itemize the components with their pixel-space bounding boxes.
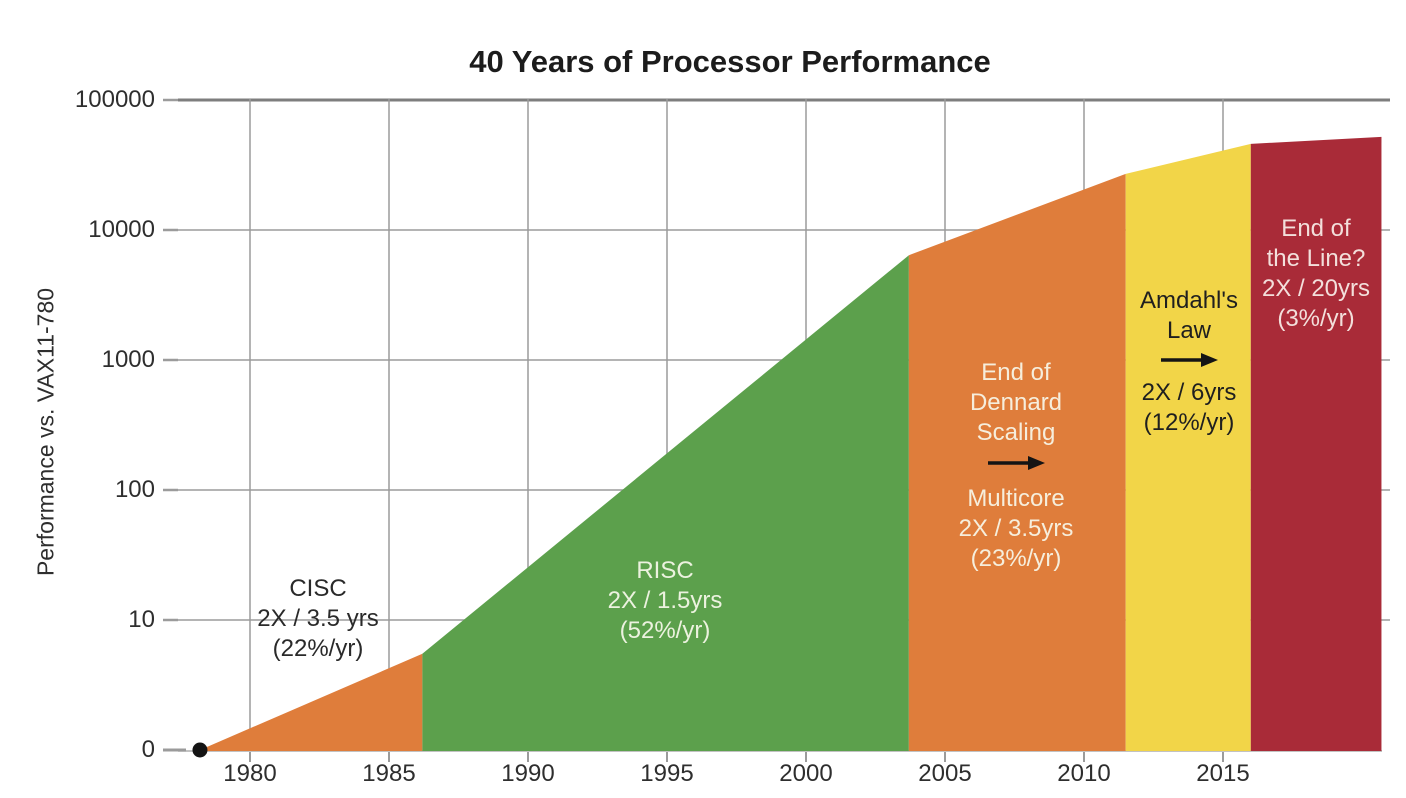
chart-title: 40 Years of Processor Performance — [469, 44, 991, 79]
x-axis-tick-label: 2005 — [918, 760, 972, 787]
era-label-dennard-multicore: End of Dennard Scaling — [970, 358, 1062, 448]
era-label-dennard-multicore-bottom: Multicore 2X / 3.5yrs (23%/yr) — [959, 484, 1074, 574]
era-region-amdahl — [1125, 143, 1251, 751]
y-axis-tick-label: 10 — [128, 606, 155, 633]
era-label-line: Amdahl's — [1140, 287, 1238, 314]
right-arrow-icon — [1201, 353, 1218, 367]
era-label-line: (52%/yr) — [619, 617, 711, 644]
y-axis-tick-label: 10000 — [88, 216, 155, 243]
era-region-risc — [422, 255, 909, 752]
y-axis-tick-label: 100000 — [74, 86, 155, 113]
era-label-line: Law — [1166, 317, 1212, 344]
y-axis-tick-label: 1000 — [101, 346, 155, 373]
x-axis-tick-label: 2015 — [1196, 760, 1250, 787]
era-label-line: Dennard — [969, 389, 1063, 416]
x-axis-tick-label: 1980 — [223, 760, 277, 787]
era-label-line: 2X / 6yrs — [1141, 379, 1237, 406]
x-axis-tick-label: 1995 — [640, 760, 694, 787]
era-label-line: (23%/yr) — [970, 545, 1062, 572]
x-axis-tick-label: 2010 — [1057, 760, 1111, 787]
era-label-line: 2X / 3.5yrs — [958, 515, 1074, 542]
era-label-risc: RISC 2X / 1.5yrs (52%/yr) — [608, 556, 723, 646]
era-label-line: End of — [981, 359, 1051, 386]
era-label-line: the Line? — [1266, 245, 1366, 272]
era-label-amdahl-bottom: 2X / 6yrs (12%/yr) — [1142, 378, 1237, 438]
right-arrow-icon — [1028, 456, 1045, 470]
era-label-cisc: CISC 2X / 3.5 yrs (22%/yr) — [257, 574, 378, 664]
x-axis-tick-label: 1990 — [501, 760, 555, 787]
era-region-cisc — [199, 653, 423, 751]
era-label-line: RISC — [636, 557, 694, 584]
era-label-line: (22%/yr) — [272, 635, 364, 662]
era-region-end-of-line — [1250, 136, 1382, 752]
era-label-amdahl: Amdahl's Law — [1140, 286, 1238, 346]
era-label-end-of-line: End of the Line? 2X / 20yrs (3%/yr) — [1262, 214, 1370, 334]
y-axis-tick-label: 0 — [141, 736, 155, 763]
era-label-line: Scaling — [976, 419, 1056, 446]
era-label-line: CISC — [289, 575, 347, 602]
era-label-line: (12%/yr) — [1143, 409, 1235, 436]
era-label-line: (3%/yr) — [1277, 305, 1355, 332]
era-label-line: 2X / 1.5yrs — [607, 587, 723, 614]
x-axis-tick-label: 2000 — [779, 760, 833, 787]
origin-dot — [192, 742, 208, 758]
y-axis-tick-label: 100 — [114, 476, 155, 503]
x-axis-tick-label: 1985 — [362, 760, 416, 787]
era-label-line: Multicore — [967, 485, 1065, 512]
era-label-line: 2X / 20yrs — [1261, 275, 1371, 302]
era-label-line: End of — [1281, 215, 1351, 242]
era-label-line: 2X / 3.5 yrs — [257, 605, 379, 632]
